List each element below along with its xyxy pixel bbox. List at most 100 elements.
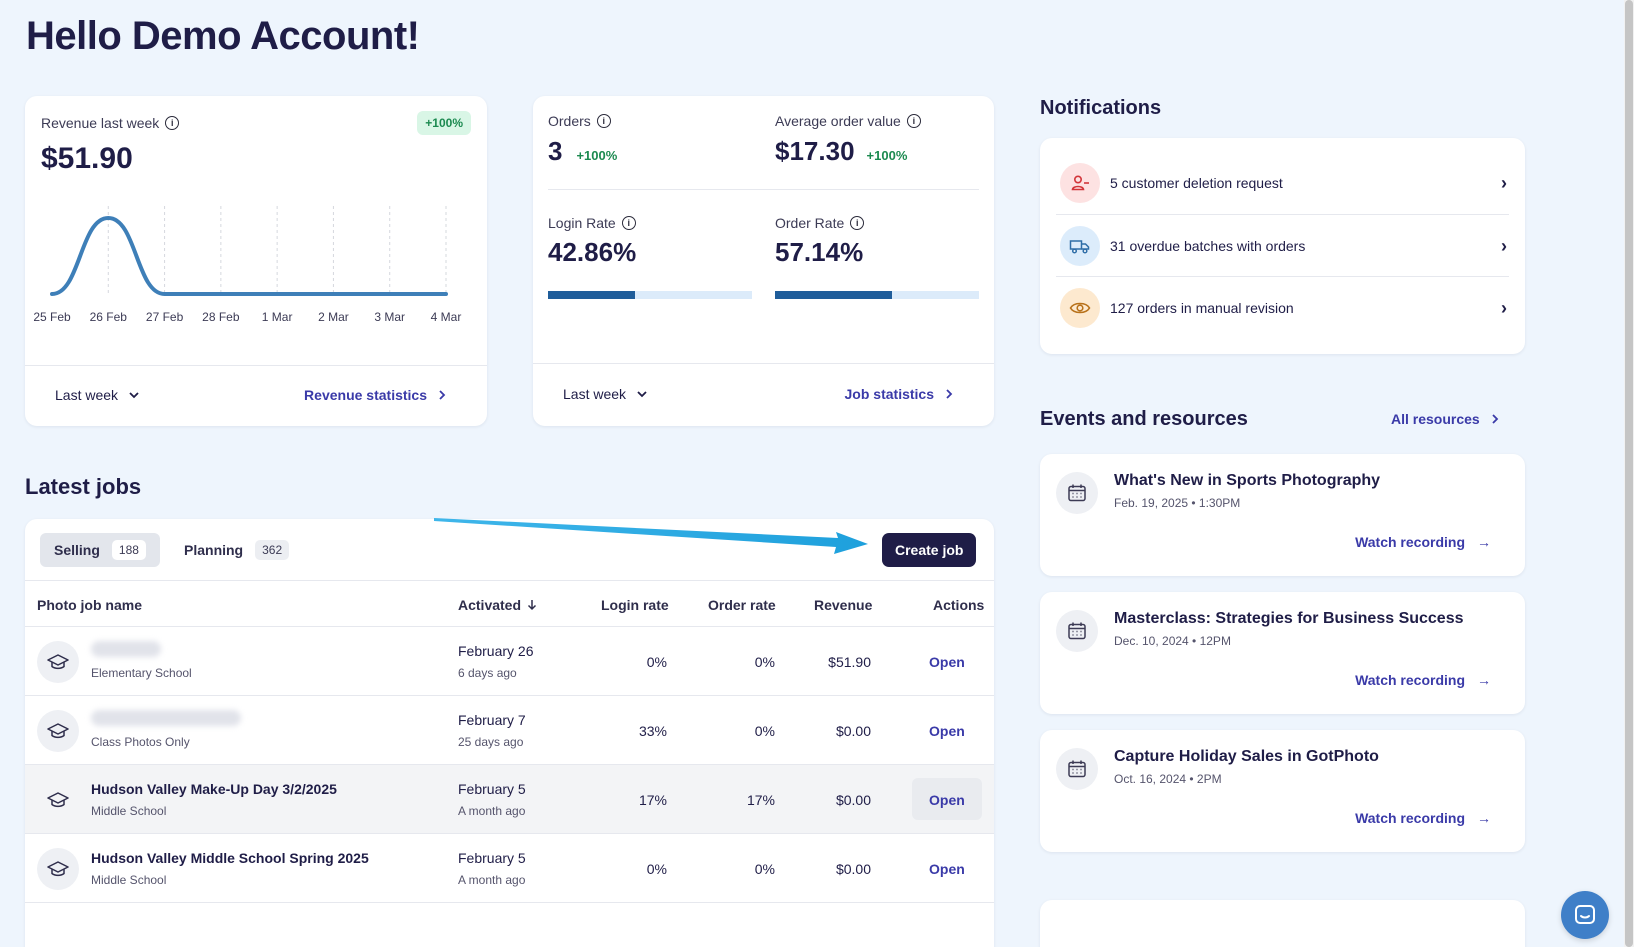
table-row[interactable]: Hudson Valley Middle School Spring 2025 …	[25, 833, 994, 902]
scrollbar-thumb[interactable]	[1625, 0, 1633, 947]
column-header-login-rate[interactable]: Login rate	[601, 597, 669, 613]
notification-text: 5 customer deletion request	[1110, 175, 1283, 191]
notification-text: 31 overdue batches with orders	[1110, 238, 1306, 254]
table-row[interactable]: Class Photos Only February 7 25 days ago…	[25, 695, 994, 764]
login-rate-cell: 0%	[646, 654, 667, 670]
chevron-right-icon: ›	[1501, 297, 1507, 318]
column-header-revenue[interactable]: Revenue	[814, 597, 873, 613]
job-statistics-link[interactable]: Job statistics	[845, 386, 954, 402]
watch-recording-link[interactable]: Watch recording →	[1355, 810, 1491, 826]
arrow-right-icon: →	[1477, 810, 1491, 826]
revenue-statistics-link[interactable]: Revenue statistics	[304, 387, 447, 403]
annotation-arrow	[434, 518, 868, 554]
open-job-link[interactable]: Open	[929, 723, 965, 739]
column-header-order-rate[interactable]: Order rate	[708, 597, 776, 613]
revenue-value: $51.90	[41, 142, 133, 175]
order-rate-progress-fill	[775, 291, 892, 299]
events-title: Events and resources	[1040, 408, 1248, 430]
open-job-link[interactable]: Open	[929, 861, 965, 877]
create-job-button[interactable]: Create job	[882, 533, 977, 567]
info-icon[interactable]: i	[165, 116, 180, 130]
info-icon[interactable]: i	[906, 114, 921, 128]
notification-deletion-request[interactable]: 5 customer deletion request ›	[1060, 152, 1507, 214]
notifications-card: 5 customer deletion request › 31 overdue…	[1040, 138, 1525, 354]
revenue-cell: $0.00	[835, 792, 871, 808]
page-title: Hello Demo Account!	[26, 14, 420, 58]
chevron-right-icon	[946, 389, 953, 399]
activated-date: February 5	[458, 781, 526, 797]
job-name-redacted	[91, 641, 161, 657]
tab-planning[interactable]: Planning 362	[170, 533, 303, 567]
column-header-actions: Actions	[933, 597, 985, 613]
truck-icon	[1060, 226, 1100, 266]
login-rate-progress	[548, 291, 752, 299]
activated-date: February 26	[458, 643, 534, 659]
order-rate-cell: 0%	[754, 861, 775, 877]
job-type: Middle School	[91, 804, 167, 818]
orders-label-row: Orders i	[548, 113, 611, 129]
all-resources-link[interactable]: All resources	[1391, 411, 1500, 427]
event-card: What's New in Sports Photography Feb. 19…	[1040, 454, 1525, 576]
job-name: Hudson Valley Make-Up Day 3/2/2025	[91, 781, 337, 797]
revenue-line	[50, 215, 448, 296]
activated-ago: A month ago	[458, 873, 526, 887]
event-title: Capture Holiday Sales in GotPhoto	[1114, 748, 1379, 765]
job-type: Elementary School	[91, 666, 192, 680]
tab-selling[interactable]: Selling 188	[40, 533, 160, 567]
login-rate-cell: 17%	[638, 792, 667, 808]
calendar-icon	[1056, 748, 1098, 790]
info-icon[interactable]: i	[850, 216, 865, 230]
jobs-table-card: Selling 188 Planning 362 Create job Phot…	[25, 519, 994, 947]
stats-period-label: Last week	[563, 386, 627, 402]
aov-label: Average order value	[775, 113, 901, 129]
event-card: Capture Holiday Sales in GotPhoto Oct. 1…	[1040, 730, 1525, 852]
tab-label: Planning	[184, 542, 244, 558]
open-job-link[interactable]: Open	[929, 654, 965, 670]
watch-recording-link[interactable]: Watch recording →	[1355, 534, 1491, 550]
notification-overdue-batches[interactable]: 31 overdue batches with orders ›	[1060, 215, 1507, 277]
x-tick-label: 25 Feb	[33, 310, 71, 324]
watch-recording-label: Watch recording	[1355, 534, 1465, 550]
open-button-hover-bg	[912, 778, 982, 820]
watch-recording-label: Watch recording	[1355, 672, 1465, 688]
arrow-right-icon: →	[1477, 534, 1491, 550]
open-job-link[interactable]: Open	[929, 792, 965, 808]
chevron-right-icon	[1492, 414, 1498, 424]
stats-card: Orders i 3 +100% Average order value i $…	[533, 96, 994, 426]
stats-period-dropdown[interactable]: Last week	[563, 386, 648, 402]
chevron-right-icon: ›	[1501, 235, 1507, 256]
login-rate-value: 42.86%	[548, 237, 637, 267]
job-name-redacted	[91, 710, 241, 726]
activated-ago: 6 days ago	[458, 666, 517, 680]
event-date: Feb. 19, 2025 • 1:30PM	[1114, 496, 1241, 510]
calendar-icon	[1056, 472, 1098, 514]
watch-recording-link[interactable]: Watch recording →	[1355, 672, 1491, 688]
table-row-partial	[25, 902, 994, 947]
revenue-label-row: Revenue last week i	[41, 115, 180, 131]
activated-date: February 7	[458, 712, 526, 728]
activated-ago: 25 days ago	[458, 735, 524, 749]
notification-text: 127 orders in manual revision	[1110, 300, 1294, 316]
event-card-partial	[1040, 900, 1525, 947]
order-rate-value: 57.14%	[775, 237, 864, 267]
column-header-name[interactable]: Photo job name	[37, 597, 142, 613]
revenue-chart: 25 Feb 26 Feb 27 Feb 28 Feb 1 Mar 2 Mar 3 Mar 4…	[33, 206, 461, 324]
table-row[interactable]: Hudson Valley Make-Up Day 3/2/2025 Middl…	[25, 764, 994, 833]
notification-manual-revision[interactable]: 127 orders in manual revision ›	[1060, 277, 1507, 339]
column-header-activated[interactable]: Activated	[458, 597, 537, 613]
x-tick-label: 1 Mar	[262, 310, 293, 324]
revenue-cell: $0.00	[835, 723, 871, 739]
order-rate-label: Order Rate	[775, 215, 845, 231]
tab-label: Selling	[54, 542, 100, 558]
order-rate-cell: 0%	[754, 654, 775, 670]
graduation-cap-icon	[37, 848, 79, 890]
chat-launcher-button[interactable]	[1561, 891, 1609, 939]
info-icon[interactable]: i	[596, 114, 611, 128]
revenue-cell: $51.90	[828, 654, 871, 670]
order-rate-progress	[775, 291, 979, 299]
table-row[interactable]: Elementary School February 26 6 days ago…	[25, 626, 994, 695]
eye-icon	[1060, 288, 1100, 328]
page-scrollbar[interactable]	[1624, 0, 1634, 947]
revenue-period-dropdown[interactable]: Last week	[55, 387, 140, 403]
info-icon[interactable]: i	[621, 216, 636, 230]
